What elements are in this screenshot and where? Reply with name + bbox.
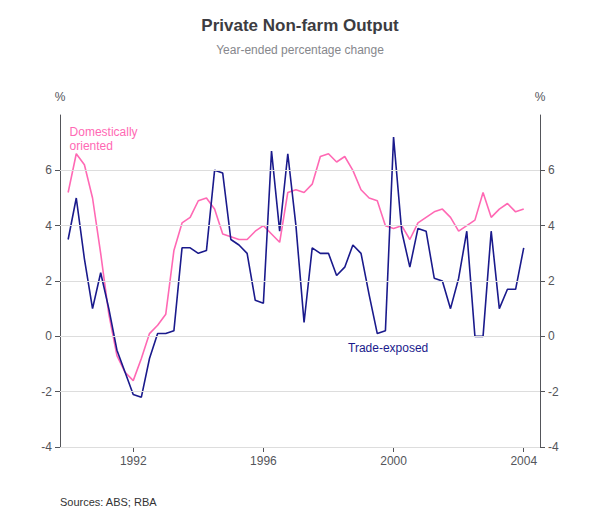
svg-text:-4: -4 <box>41 440 52 454</box>
svg-text:%: % <box>535 90 546 104</box>
svg-text:2: 2 <box>548 274 555 288</box>
svg-text:0: 0 <box>45 329 52 343</box>
svg-text:2: 2 <box>45 274 52 288</box>
svg-text:1996: 1996 <box>250 454 277 468</box>
svg-text:oriented: oriented <box>70 139 113 153</box>
svg-text:2000: 2000 <box>380 454 407 468</box>
svg-text:2004: 2004 <box>510 454 537 468</box>
svg-text:Year-ended percentage change: Year-ended percentage change <box>216 43 384 57</box>
svg-text:Private Non-farm Output: Private Non-farm Output <box>201 16 399 35</box>
svg-text:6: 6 <box>548 163 555 177</box>
svg-text:4: 4 <box>45 219 52 233</box>
svg-text:Domestically: Domestically <box>70 125 138 139</box>
svg-text:1992: 1992 <box>120 454 147 468</box>
svg-text:Trade-exposed: Trade-exposed <box>348 341 428 355</box>
svg-text:Sources: ABS; RBA: Sources: ABS; RBA <box>60 496 157 508</box>
svg-text:0: 0 <box>548 329 555 343</box>
svg-text:%: % <box>55 90 66 104</box>
svg-text:-2: -2 <box>548 385 559 399</box>
svg-text:4: 4 <box>548 219 555 233</box>
svg-text:-4: -4 <box>548 440 559 454</box>
svg-text:6: 6 <box>45 163 52 177</box>
svg-text:-2: -2 <box>41 385 52 399</box>
